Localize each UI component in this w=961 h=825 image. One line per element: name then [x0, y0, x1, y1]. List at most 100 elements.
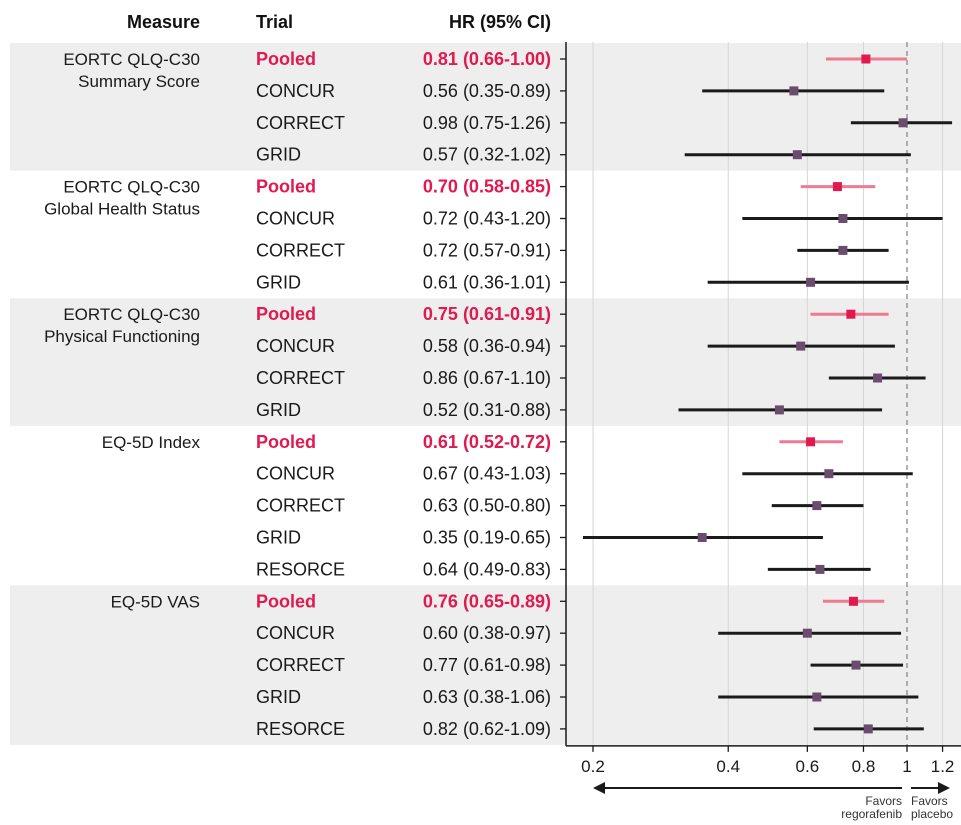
- trial-label: GRID: [256, 528, 301, 548]
- hr-marker: [789, 86, 799, 96]
- hr-label: 0.67 (0.43-1.03): [423, 464, 551, 484]
- hr-marker: [838, 214, 848, 223]
- trial-label: CONCUR: [256, 336, 335, 356]
- trial-label: CORRECT: [256, 240, 345, 260]
- hr-label: 0.72 (0.57-0.91): [423, 240, 551, 260]
- hr-marker: [815, 564, 825, 574]
- hr-marker: [802, 628, 812, 638]
- hr-marker: [848, 596, 858, 606]
- axes: 0.2 0.4 0.6 0.8 1 1.2: [560, 42, 961, 776]
- hr-marker: [851, 660, 861, 670]
- x-tick-label: 0.6: [796, 757, 820, 776]
- trial-label: GRID: [256, 400, 301, 420]
- trial-label: CONCUR: [256, 623, 335, 643]
- hr-marker: [861, 54, 871, 64]
- header-hr: HR (95% CI): [449, 12, 551, 32]
- hr-marker: [832, 182, 842, 192]
- favors-left-line1: Favors: [865, 794, 902, 808]
- hr-label: 0.82 (0.62-1.09): [423, 719, 551, 739]
- group-band: [10, 43, 961, 171]
- trial-label: GRID: [256, 687, 301, 707]
- hr-marker: [792, 150, 802, 160]
- hr-label: 0.52 (0.31-0.88): [423, 400, 551, 420]
- row-bands: [10, 43, 961, 745]
- hr-marker: [697, 533, 707, 542]
- measure-label: EQ-5D VAS: [111, 592, 200, 611]
- x-tick-label: 0.8: [852, 757, 876, 776]
- trial-label: CORRECT: [256, 368, 345, 388]
- x-tick-label: 1: [902, 757, 911, 776]
- trial-label: CONCUR: [256, 81, 335, 101]
- trial-label: Pooled: [256, 591, 316, 611]
- group-band: [10, 298, 961, 426]
- trial-label: CONCUR: [256, 464, 335, 484]
- hr-label: 0.60 (0.38-0.97): [423, 623, 551, 643]
- hr-marker: [806, 277, 816, 287]
- trial-label: CORRECT: [256, 655, 345, 675]
- x-tick-label: 1.2: [931, 757, 955, 776]
- favors-left-arrowhead: [593, 782, 605, 794]
- hr-label: 0.75 (0.61-0.91): [423, 304, 551, 324]
- hr-label: 0.98 (0.75-1.26): [423, 113, 551, 133]
- trial-label: Pooled: [256, 177, 316, 197]
- hr-marker: [838, 245, 848, 255]
- measure-label: Summary Score: [78, 72, 200, 91]
- trial-label: CORRECT: [256, 113, 345, 133]
- header-measure: Measure: [127, 12, 200, 32]
- measure-label: EQ-5D Index: [102, 433, 201, 452]
- gridlines: [592, 42, 944, 746]
- measure-label: EORTC QLQ-C30: [63, 178, 200, 197]
- trial-label: CORRECT: [256, 496, 345, 516]
- hr-marker: [812, 692, 822, 702]
- hr-label: 0.86 (0.67-1.10): [423, 368, 551, 388]
- x-tick-label: 0.2: [581, 757, 605, 776]
- favors-left-line2: regorafenib: [841, 807, 902, 821]
- header-trial: Trial: [256, 12, 293, 32]
- x-tick-label: 0.4: [716, 757, 740, 776]
- hr-marker: [898, 118, 908, 128]
- hr-label: 0.77 (0.61-0.98): [423, 655, 551, 675]
- trial-label: Pooled: [256, 432, 316, 452]
- favors-right-line2: placebo: [911, 807, 953, 821]
- hr-marker: [812, 501, 822, 511]
- hr-label: 0.61 (0.52-0.72): [423, 432, 551, 452]
- trial-label: RESORCE: [256, 719, 345, 739]
- row-labels: EORTC QLQ-C30 Summary Score Pooled 0.81 (0.…: [44, 49, 551, 739]
- hr-marker: [806, 437, 816, 447]
- group-band: [10, 585, 961, 745]
- favors-right-line1: Favors: [911, 794, 948, 808]
- measure-label: EORTC QLQ-C30: [63, 305, 200, 324]
- measure-label: Global Health Status: [44, 200, 200, 219]
- hr-label: 0.72 (0.43-1.20): [423, 209, 551, 229]
- hr-marker: [846, 309, 856, 319]
- trial-label: Pooled: [256, 49, 316, 69]
- hr-label: 0.63 (0.38-1.06): [423, 687, 551, 707]
- hr-marker: [824, 469, 834, 479]
- hr-label: 0.35 (0.19-0.65): [423, 528, 551, 548]
- hr-marker: [873, 373, 883, 383]
- hr-marker: [863, 724, 873, 734]
- column-headers: Measure Trial HR (95% CI): [127, 12, 551, 32]
- hr-marker: [796, 341, 806, 351]
- hr-label: 0.58 (0.36-0.94): [423, 336, 551, 356]
- hr-label: 0.76 (0.65-0.89): [423, 591, 551, 611]
- trial-label: Pooled: [256, 304, 316, 324]
- hr-label: 0.64 (0.49-0.83): [423, 559, 551, 579]
- trial-label: GRID: [256, 145, 301, 165]
- trial-label: GRID: [256, 272, 301, 292]
- hr-label: 0.81 (0.66-1.00): [423, 49, 551, 69]
- hr-label: 0.57 (0.32-1.02): [423, 145, 551, 165]
- hr-label: 0.61 (0.36-1.01): [423, 272, 551, 292]
- measure-label: EORTC QLQ-C30: [63, 50, 200, 69]
- hr-label: 0.56 (0.35-0.89): [423, 81, 551, 101]
- hr-label: 0.63 (0.50-0.80): [423, 496, 551, 516]
- ci-marks: [582, 54, 953, 734]
- favors-right-arrowhead: [938, 782, 950, 794]
- trial-label: CONCUR: [256, 209, 335, 229]
- trial-label: RESORCE: [256, 559, 345, 579]
- measure-label: Physical Functioning: [44, 327, 200, 346]
- hr-marker: [774, 405, 784, 415]
- favors-annotation: Favors regorafenib Favors placebo: [593, 782, 953, 821]
- hr-label: 0.70 (0.58-0.85): [423, 177, 551, 197]
